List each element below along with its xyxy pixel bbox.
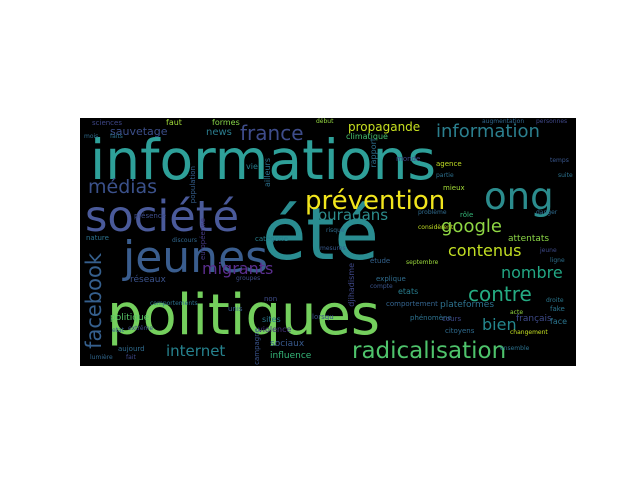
word-face: face [550, 317, 568, 326]
word-jeune: jeune [540, 247, 557, 254]
word-explique: explique [376, 275, 406, 283]
word-contre: contre [468, 282, 532, 306]
word-news: news [206, 127, 232, 138]
word-etude: étude [370, 257, 391, 265]
word-extreme: extrême [128, 325, 154, 332]
word-danger: danger [536, 209, 558, 216]
word-plateformes: plateformes [440, 300, 495, 310]
word-francais: français [516, 314, 552, 324]
word-cloud: informations été politiques société jeun… [80, 118, 576, 366]
word-influence: influence [270, 351, 312, 361]
word-djihadisme: djihadisme [347, 263, 356, 307]
word-bien: bien [482, 315, 517, 334]
word-rapport: rapport [369, 138, 378, 168]
word-ong: ong [484, 175, 554, 218]
word-nombre: nombre [501, 263, 563, 282]
word-faut: faut [166, 118, 182, 127]
word-propagande: propagande [348, 120, 421, 134]
word-informations: informations [90, 128, 437, 192]
word-prevention: prévention [305, 186, 446, 216]
word-reseaux: réseaux [130, 275, 166, 285]
word-facebook: facebook [82, 253, 106, 349]
word-discours: discours [172, 237, 197, 244]
word-etat: etat [112, 327, 125, 334]
word-sociaux: sociaux [270, 339, 305, 349]
word-mois: mois [84, 133, 99, 140]
word-ensemble: ensemble [500, 345, 530, 352]
word-population: population [189, 166, 197, 204]
word-personnes: personnes [536, 118, 568, 125]
word-probleme: problème [418, 209, 447, 216]
word-radicalisation: radicalisation [352, 338, 507, 364]
word-vie: vie [246, 162, 258, 171]
word-fake: fake [550, 305, 565, 313]
word-sites: sites [262, 315, 281, 324]
word-climatique: climatique [346, 132, 388, 141]
word-contenus: contenus [448, 241, 522, 260]
word-aujourd: aujourd [118, 345, 145, 353]
word-debut: début [316, 118, 334, 125]
word-faits: faits [110, 133, 123, 140]
word-partie: partie [436, 172, 454, 179]
word-lumiere: lumière [90, 354, 113, 361]
word-unis: unis [228, 305, 243, 313]
word-mesures: mesures [320, 245, 346, 252]
word-temps: temps [550, 157, 569, 164]
word-europeenne: européenne [199, 218, 207, 260]
word-politiques: politiques [107, 283, 381, 348]
word-changement: changement [510, 329, 548, 336]
word-risque: risque [326, 227, 345, 234]
word-migrants: migrants [202, 259, 274, 278]
word-agence: agence [436, 160, 462, 168]
word-violence: violence [258, 325, 292, 334]
word-mieux: mieux [443, 184, 465, 192]
word-societe: société [85, 192, 240, 242]
word-suite: suite [558, 172, 573, 179]
word-phenomene: phénomène [410, 314, 452, 322]
word-etats: etats [398, 287, 419, 296]
word-presence: présence [134, 212, 167, 220]
word-septembre: septembre [406, 259, 439, 266]
word-ouragans: ouragans [318, 206, 389, 224]
word-nature: nature [86, 234, 109, 242]
word-comportement: comportement [386, 300, 438, 308]
word-ete: été [262, 192, 379, 276]
word-droite: droite [546, 297, 564, 304]
word-lorsqu: lorsqu [312, 313, 334, 321]
word-role: rôle [460, 211, 474, 219]
word-citoyens: citoyens [445, 327, 475, 335]
word-medias: médias [88, 176, 158, 198]
word-google: google [441, 216, 502, 237]
word-compte: compte [370, 283, 393, 290]
word-campagne: campagne [253, 328, 261, 365]
word-attentats: attentats [508, 234, 550, 244]
word-augmentation: augmentation [482, 118, 525, 125]
word-sauvetage: sauvetage [110, 125, 168, 138]
word-non: non [264, 295, 278, 303]
word-cours: cours [442, 315, 462, 323]
word-fait: fait [126, 354, 136, 361]
word-comportements: comportements [150, 300, 198, 307]
word-sciences: sciences [92, 119, 122, 127]
word-jeunes: jeunes [123, 232, 269, 283]
word-internet: internet [166, 342, 226, 360]
word-formes: formes [212, 118, 240, 127]
word-groupes: groupes [236, 275, 261, 282]
word-ligne: ligne [550, 257, 565, 264]
word-monde: monde [396, 155, 421, 163]
word-considerent: considèrent [418, 224, 454, 231]
word-ailleurs: ailleurs [263, 158, 272, 188]
word-politique: politique [110, 313, 150, 323]
word-categorie: catégorie [255, 235, 289, 243]
word-france: france [240, 121, 304, 145]
word-acte: acte [510, 309, 524, 316]
word-information: information [436, 121, 540, 142]
